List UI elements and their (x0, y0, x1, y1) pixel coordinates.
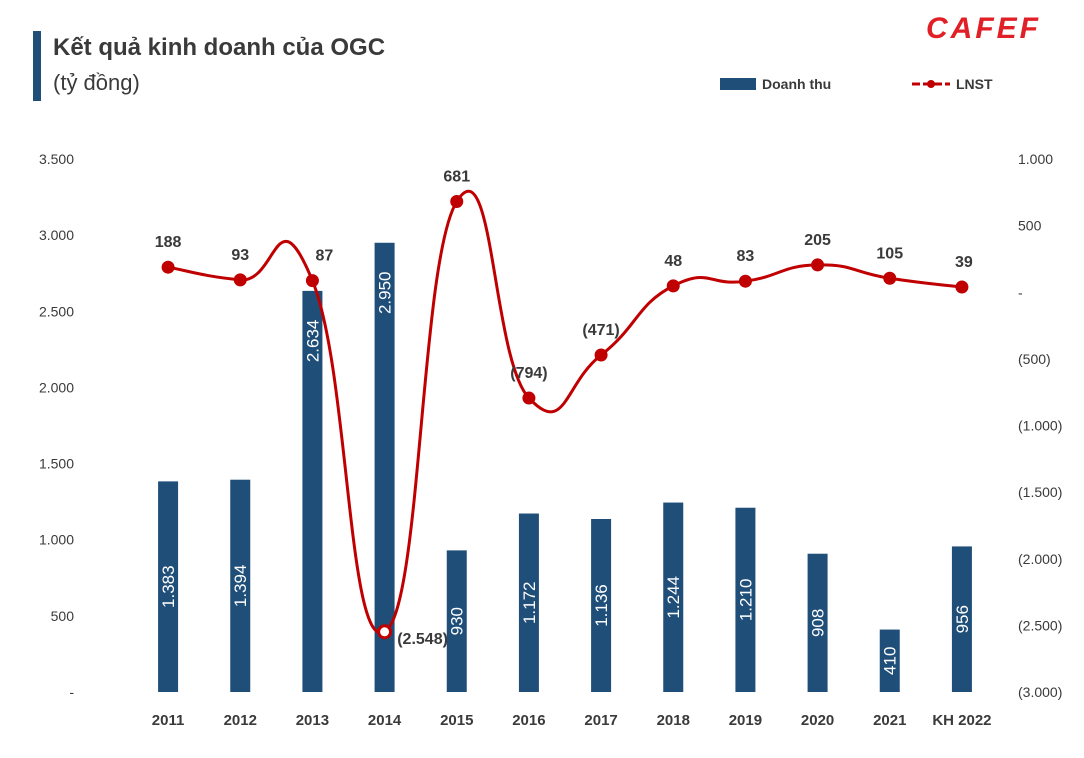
chart-title: Kết quả kinh doanh của OGC (53, 34, 386, 61)
cafef-logo: CAFEF (924, 12, 1074, 47)
x-tick-label: 2016 (512, 712, 545, 729)
y-left-tick-label: 500 (51, 608, 75, 624)
bar-doanh-thu-kh-2022 (951, 546, 972, 692)
line-value-label: 105 (876, 245, 903, 262)
bar-doanh-thu-2014 (374, 242, 395, 692)
line-value-label: 205 (804, 232, 831, 249)
line-marker-lnst (377, 624, 393, 640)
bar-doanh-thu-2017 (591, 519, 612, 692)
line-value-label: 87 (316, 248, 334, 265)
y-right-tick-label: (2.000) (1018, 551, 1062, 567)
line-value-label: 188 (155, 234, 182, 251)
x-tick-label: KH 2022 (932, 712, 991, 729)
line-marker-lnst (594, 348, 608, 362)
bar-doanh-thu-2013 (302, 290, 323, 692)
y-left-tick-label: 2.500 (39, 303, 74, 319)
y-right-tick-label: (1.500) (1018, 484, 1062, 500)
bar-doanh-thu-2019 (735, 507, 756, 692)
x-tick-label: 2020 (801, 712, 834, 729)
bar-doanh-thu-2011 (158, 481, 179, 692)
line-marker-lnst (955, 280, 969, 294)
title-accent-bar (33, 31, 41, 101)
line-value-label: 39 (955, 254, 973, 271)
bar-doanh-thu-2021 (879, 629, 900, 692)
bar-value-label: 410 (881, 647, 900, 675)
y-right-tick-label: (1.000) (1018, 418, 1062, 434)
x-tick-label: 2012 (224, 712, 257, 729)
y-left-tick-label: 3.500 (39, 151, 74, 167)
x-tick-label: 2019 (729, 712, 762, 729)
bar-value-label: 1.394 (231, 565, 250, 608)
bar-value-label: 908 (809, 609, 828, 637)
y-left-tick-label: 3.000 (39, 227, 74, 243)
bar-value-label: 956 (953, 605, 972, 633)
y-right-tick-label: - (1018, 284, 1023, 300)
y-left-tick-label: - (69, 684, 74, 700)
line-value-label: (471) (582, 322, 619, 339)
bar-value-label: 2.950 (376, 271, 395, 314)
bar-doanh-thu-2020 (807, 553, 828, 692)
logo-text: CAFEF (926, 12, 1041, 42)
bar-doanh-thu-2018 (663, 502, 684, 692)
x-tick-label: 2017 (584, 712, 617, 729)
bar-doanh-thu-2012 (230, 479, 251, 692)
bar-value-label: 1.136 (592, 584, 611, 627)
legend-item-lnst: LNST (910, 76, 993, 92)
line-value-label: 93 (231, 247, 249, 264)
line-marker-lnst (305, 274, 319, 288)
bar-value-label: 1.383 (159, 565, 178, 608)
y-right-tick-label: (3.000) (1018, 684, 1062, 700)
line-value-label: (794) (510, 365, 547, 382)
x-tick-label: 2011 (152, 712, 185, 729)
bar-value-label: 2.634 (303, 320, 322, 363)
line-marker-lnst (522, 391, 536, 405)
bar-value-label: 930 (448, 607, 467, 635)
x-tick-label: 2015 (440, 712, 473, 729)
line-value-label: 83 (737, 248, 755, 265)
bar-doanh-thu-2016 (518, 513, 539, 692)
x-tick-label: 2014 (368, 712, 402, 729)
y-left-tick-label: 2.000 (39, 379, 74, 395)
line-value-label: (2.548) (397, 631, 448, 648)
bar-value-label: 1.172 (520, 581, 539, 624)
line-value-label: 681 (443, 169, 470, 186)
y-right-tick-label: 1.000 (1018, 151, 1053, 167)
line-marker-lnst (883, 271, 897, 285)
y-left-tick-label: 1.500 (39, 456, 74, 472)
legend-label-lnst: LNST (956, 76, 993, 92)
line-marker-lnst (161, 260, 175, 274)
legend-bar-swatch (720, 78, 756, 90)
bar-value-label: 1.244 (664, 576, 683, 619)
bar-value-label: 1.210 (736, 579, 755, 622)
x-tick-label: 2021 (873, 712, 906, 729)
line-marker-lnst (450, 195, 464, 209)
y-right-tick-label: 500 (1018, 218, 1042, 234)
y-right-tick-label: (2.500) (1018, 617, 1062, 633)
legend-line-swatch (912, 80, 950, 88)
line-marker-lnst (811, 258, 825, 272)
line-marker-lnst (666, 279, 680, 293)
line-lnst (167, 189, 963, 635)
bar-doanh-thu-2015 (446, 550, 467, 692)
legend-label-doanh-thu: Doanh thu (762, 76, 832, 92)
line-value-label: 48 (664, 253, 682, 270)
legend-item-doanh-thu: Doanh thu (720, 76, 831, 92)
chart-subtitle: (tỷ đồng) (53, 70, 140, 95)
x-tick-label: 2013 (296, 712, 329, 729)
y-right-tick-label: (500) (1018, 351, 1051, 367)
line-marker-lnst (738, 274, 752, 288)
x-tick-label: 2018 (657, 712, 690, 729)
line-marker-lnst (233, 273, 247, 287)
y-left-tick-label: 1.000 (39, 532, 74, 548)
